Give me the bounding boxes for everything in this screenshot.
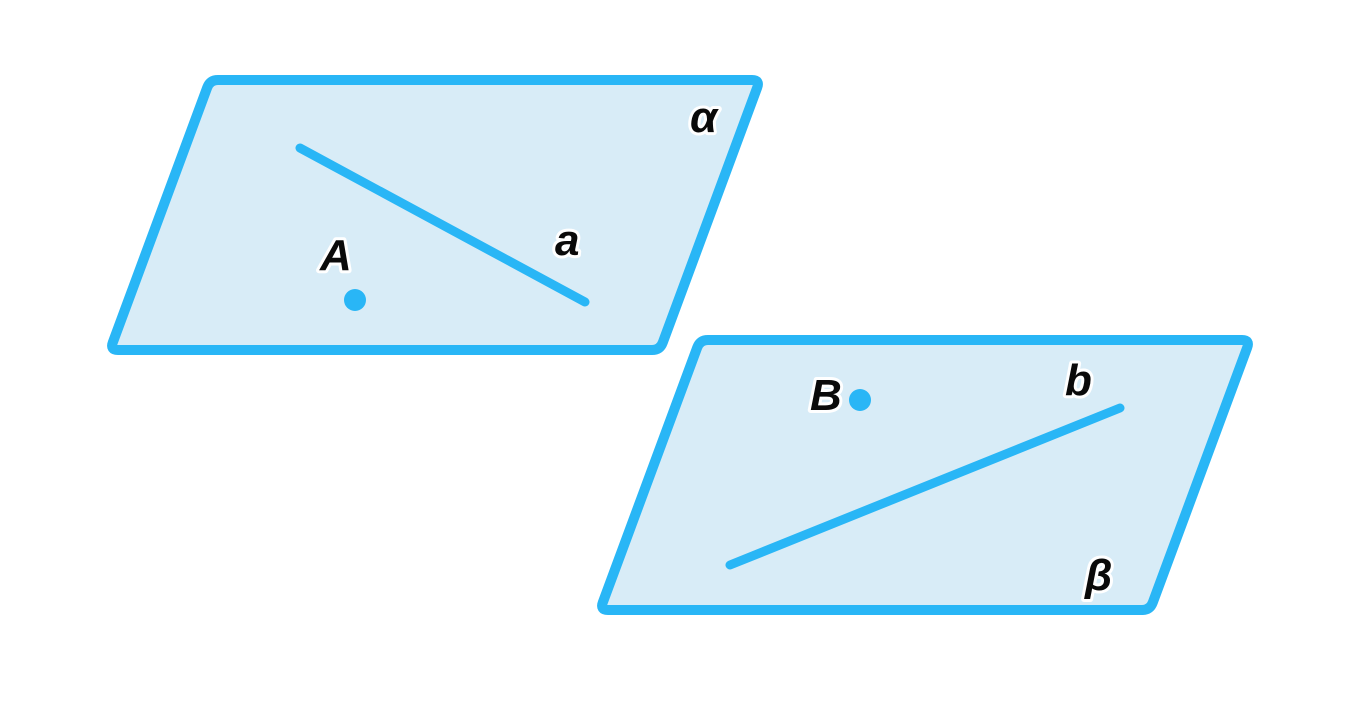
plane-label-a: α (690, 93, 719, 142)
plane-fill-a (112, 80, 758, 350)
line-label-b: b (1065, 356, 1092, 405)
plane-a: α a A (112, 80, 758, 350)
point-label-b: B (810, 371, 842, 420)
line-label-a: a (555, 216, 579, 265)
point-label-a: A (319, 231, 352, 280)
plane-fill-b (602, 340, 1248, 610)
plane-b: β b B (602, 340, 1248, 610)
point-a (344, 289, 366, 311)
point-b (849, 389, 871, 411)
plane-label-b: β (1084, 551, 1112, 600)
